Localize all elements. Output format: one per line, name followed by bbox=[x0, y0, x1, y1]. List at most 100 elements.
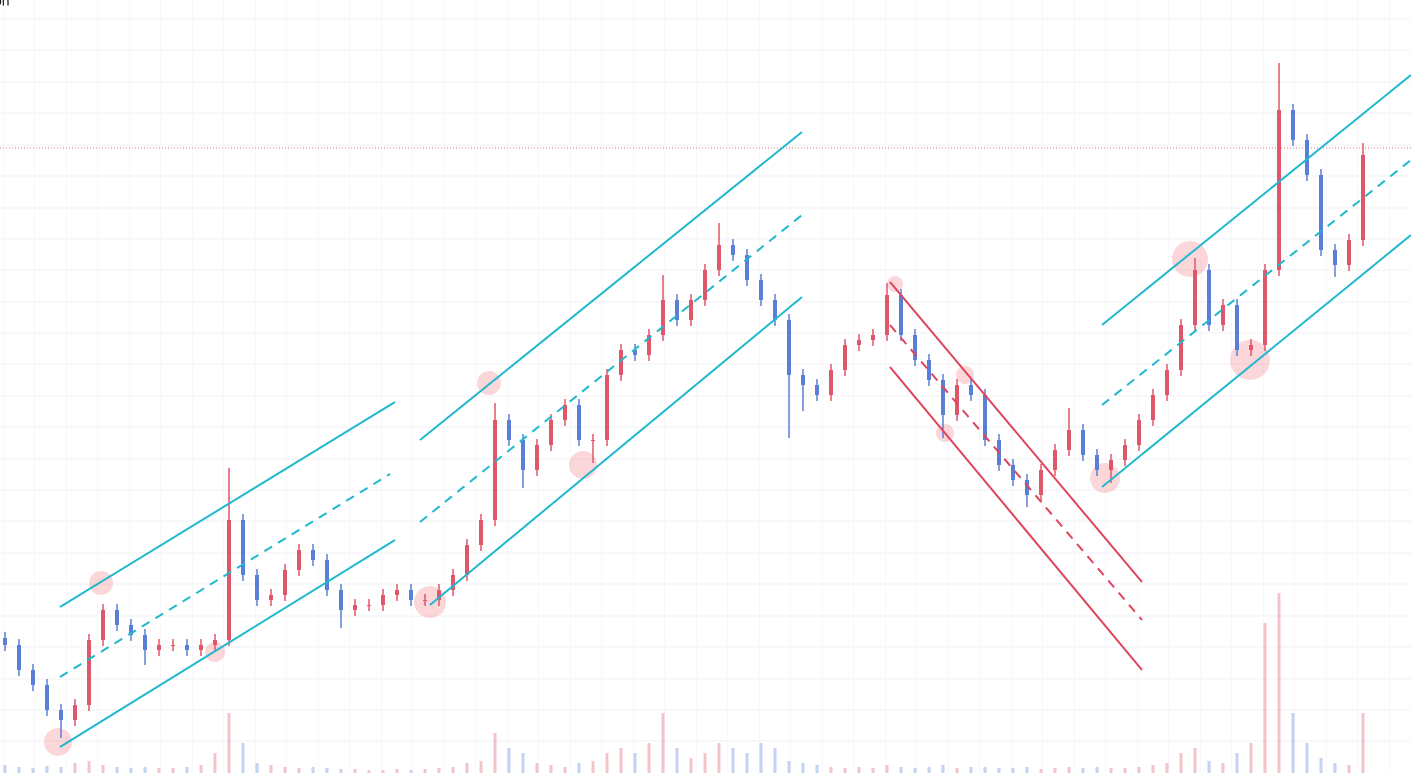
candle-body bbox=[59, 710, 63, 720]
candle-body bbox=[269, 595, 273, 600]
candle-body bbox=[1025, 480, 1029, 495]
candle-body bbox=[1235, 305, 1239, 350]
candle-body bbox=[843, 345, 847, 370]
candle-body bbox=[465, 545, 469, 575]
volume-bar bbox=[45, 766, 49, 773]
volume-bar bbox=[73, 763, 77, 773]
candle-body bbox=[885, 295, 889, 335]
candle-body bbox=[311, 550, 315, 560]
volume-bar bbox=[1151, 765, 1155, 773]
candle-body bbox=[1165, 370, 1169, 395]
volume-bar bbox=[689, 758, 693, 773]
highlight bbox=[956, 366, 974, 384]
channel-line bbox=[59, 539, 396, 748]
candle-body bbox=[241, 520, 245, 575]
candle-body bbox=[619, 350, 623, 375]
volume-layer bbox=[3, 593, 1365, 773]
candle-body bbox=[409, 590, 413, 600]
volume-bar bbox=[1123, 768, 1127, 773]
candle-body bbox=[1361, 155, 1365, 240]
candle-body bbox=[143, 635, 147, 650]
volume-bar bbox=[1333, 763, 1337, 773]
volume-bar bbox=[997, 768, 1001, 773]
channel-mid bbox=[419, 214, 803, 523]
volume-bar bbox=[731, 748, 735, 773]
channels bbox=[59, 74, 1411, 748]
candle-body bbox=[591, 440, 595, 441]
candle-body bbox=[1221, 305, 1225, 325]
channel-mid bbox=[1101, 159, 1411, 406]
volume-bar bbox=[703, 753, 707, 773]
candle-body bbox=[983, 395, 987, 440]
volume-bar bbox=[1347, 765, 1351, 773]
candle-body bbox=[535, 445, 539, 470]
volume-bar bbox=[479, 761, 483, 773]
volume-bar bbox=[815, 765, 819, 773]
candle-body bbox=[927, 360, 931, 380]
volume-bar bbox=[563, 767, 567, 773]
volume-bar bbox=[927, 767, 931, 773]
volume-bar bbox=[185, 767, 189, 773]
candles bbox=[3, 63, 1365, 738]
candle-body bbox=[1291, 110, 1295, 140]
volume-bar bbox=[1165, 763, 1169, 773]
volume-bar bbox=[101, 765, 105, 773]
channel-mid bbox=[59, 473, 391, 678]
volume-bar bbox=[1067, 767, 1071, 773]
volume-bar bbox=[829, 767, 833, 773]
channel-2 bbox=[419, 131, 803, 606]
volume-bar bbox=[521, 753, 525, 773]
channel-line bbox=[429, 296, 803, 606]
volume-bar bbox=[423, 769, 427, 773]
channel-line bbox=[419, 131, 803, 441]
candle-body bbox=[367, 605, 371, 606]
volume-bar bbox=[451, 767, 455, 773]
volume-bar bbox=[591, 761, 595, 773]
candle-body bbox=[969, 385, 973, 395]
candle-body bbox=[115, 610, 119, 625]
volume-bar bbox=[857, 767, 861, 773]
volume-bar bbox=[409, 770, 413, 773]
candle-body bbox=[773, 300, 777, 320]
candle-body bbox=[661, 300, 665, 335]
volume-bar bbox=[87, 761, 91, 773]
volume-bar bbox=[1291, 713, 1295, 773]
candle-body bbox=[1179, 325, 1183, 370]
candle-body bbox=[1039, 470, 1043, 495]
volume-bar bbox=[801, 763, 805, 773]
candle-body bbox=[1151, 395, 1155, 420]
volume-bar bbox=[1221, 763, 1225, 773]
highlight bbox=[1230, 340, 1270, 380]
volume-bar bbox=[395, 769, 399, 773]
candle-body bbox=[1053, 450, 1057, 470]
volume-bar bbox=[353, 769, 357, 773]
volume-bar bbox=[1207, 761, 1211, 773]
candle-body bbox=[647, 335, 651, 355]
volume-bar bbox=[255, 763, 259, 773]
volume-bar bbox=[157, 768, 161, 773]
candle-body bbox=[577, 405, 581, 440]
volume-bar bbox=[661, 713, 665, 773]
candle-body bbox=[185, 645, 189, 650]
volume-bar bbox=[17, 767, 21, 773]
volume-bar bbox=[269, 765, 273, 773]
volume-bar bbox=[577, 763, 581, 773]
volume-bar bbox=[297, 768, 301, 773]
candle-body bbox=[857, 340, 861, 345]
volume-bar bbox=[1081, 768, 1085, 773]
candle-body bbox=[31, 670, 35, 685]
volume-bar bbox=[59, 767, 63, 773]
volume-bar bbox=[507, 748, 511, 773]
volume-bar bbox=[913, 768, 917, 773]
volume-bar bbox=[437, 768, 441, 773]
highlights bbox=[44, 241, 1270, 756]
volume-bar bbox=[619, 748, 623, 773]
highlight bbox=[1090, 463, 1120, 493]
candle-body bbox=[171, 645, 175, 646]
volume-bar bbox=[899, 767, 903, 773]
candle-body bbox=[871, 335, 875, 340]
volume-bar bbox=[1109, 768, 1113, 773]
volume-bar bbox=[1305, 743, 1309, 773]
candle-body bbox=[129, 625, 133, 635]
